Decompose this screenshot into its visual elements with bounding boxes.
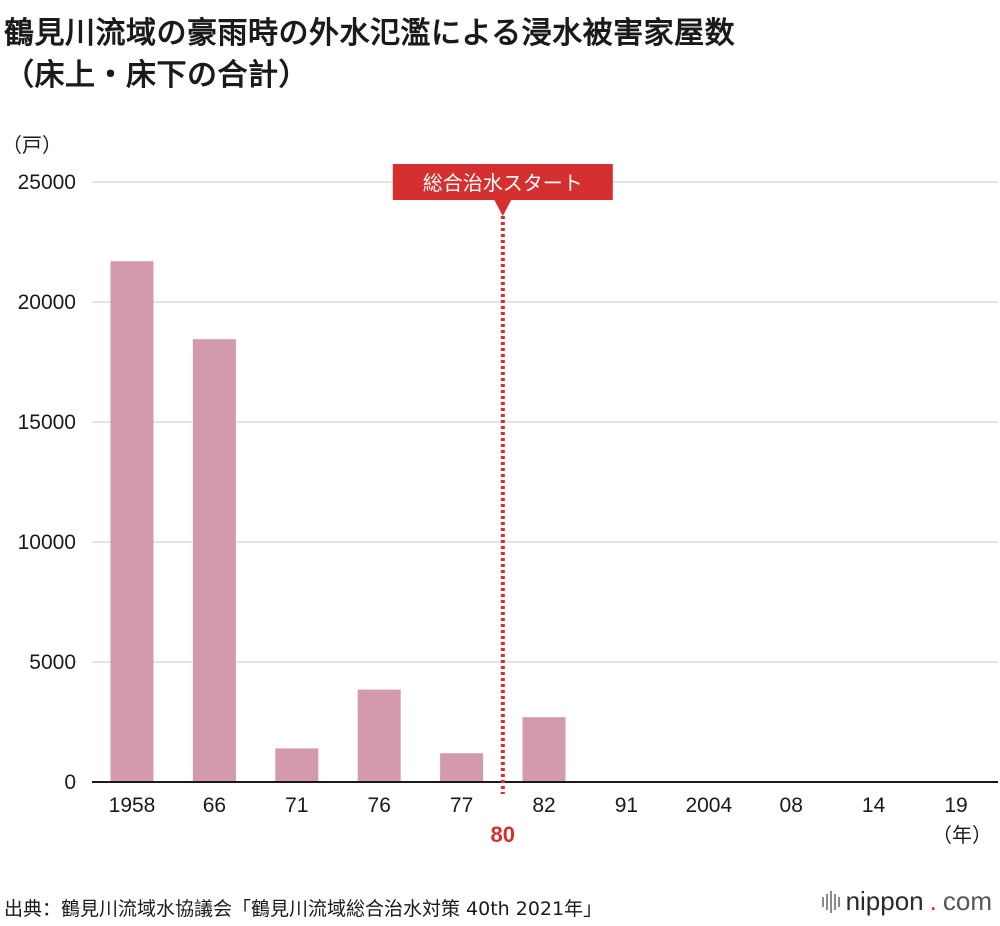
y-axis-label: （戸） — [2, 133, 62, 157]
y-tick-label: 20000 — [18, 291, 76, 314]
source-note: 出典：鶴見川流域水協議会「鶴見川流域総合治水対策 40th 2021年」 — [4, 898, 603, 920]
y-tick-label: 25000 — [18, 171, 76, 194]
chart-title-line-2: （床上・床下の合計） — [4, 58, 309, 93]
chart-title-line-1: 鶴見川流域の豪雨時の外水氾濫による浸水被害家屋数 — [4, 16, 736, 51]
x-tick-label: 76 — [368, 794, 391, 817]
x-tick-label: 71 — [285, 794, 308, 817]
annotation-pointer — [493, 199, 512, 216]
y-tick-label: 5000 — [29, 651, 76, 674]
x-tick-label: 08 — [780, 794, 803, 817]
x-tick-label: 2004 — [685, 794, 732, 817]
y-tick-label: 0 — [64, 771, 76, 794]
y-tick-label: 10000 — [18, 531, 76, 554]
brand-dot: . — [929, 886, 937, 916]
bar — [440, 753, 484, 782]
bar — [275, 748, 319, 782]
bar — [192, 339, 236, 782]
x-tick-label: 66 — [203, 794, 226, 817]
brand-suffix: com — [942, 886, 992, 916]
bar — [110, 261, 154, 782]
bar — [522, 717, 566, 782]
x-tick-label: 91 — [615, 794, 638, 817]
x-tick-label: 82 — [532, 794, 555, 817]
brand-name: nippon — [845, 886, 924, 916]
brand-bars-icon — [821, 890, 840, 913]
x-tick-label: 1958 — [109, 794, 156, 817]
x-tick-label: 19 — [944, 794, 967, 817]
bar — [357, 689, 401, 782]
y-tick-label: 15000 — [18, 411, 76, 434]
x-tick-label: 14 — [862, 794, 886, 817]
annotation-box — [392, 164, 613, 200]
brand-logo: nippon. com — [821, 886, 992, 917]
bar-chart: 0 5000 10000 15000 20000 25000 （戸） 1958 66 71 76 77… — [2, 133, 998, 847]
annotation-label: 総合治水スタート — [423, 171, 583, 195]
x-axis-label: （年） — [932, 823, 992, 847]
x-tick-label: 77 — [450, 794, 473, 817]
annotation-year-label: 80 — [491, 822, 515, 847]
